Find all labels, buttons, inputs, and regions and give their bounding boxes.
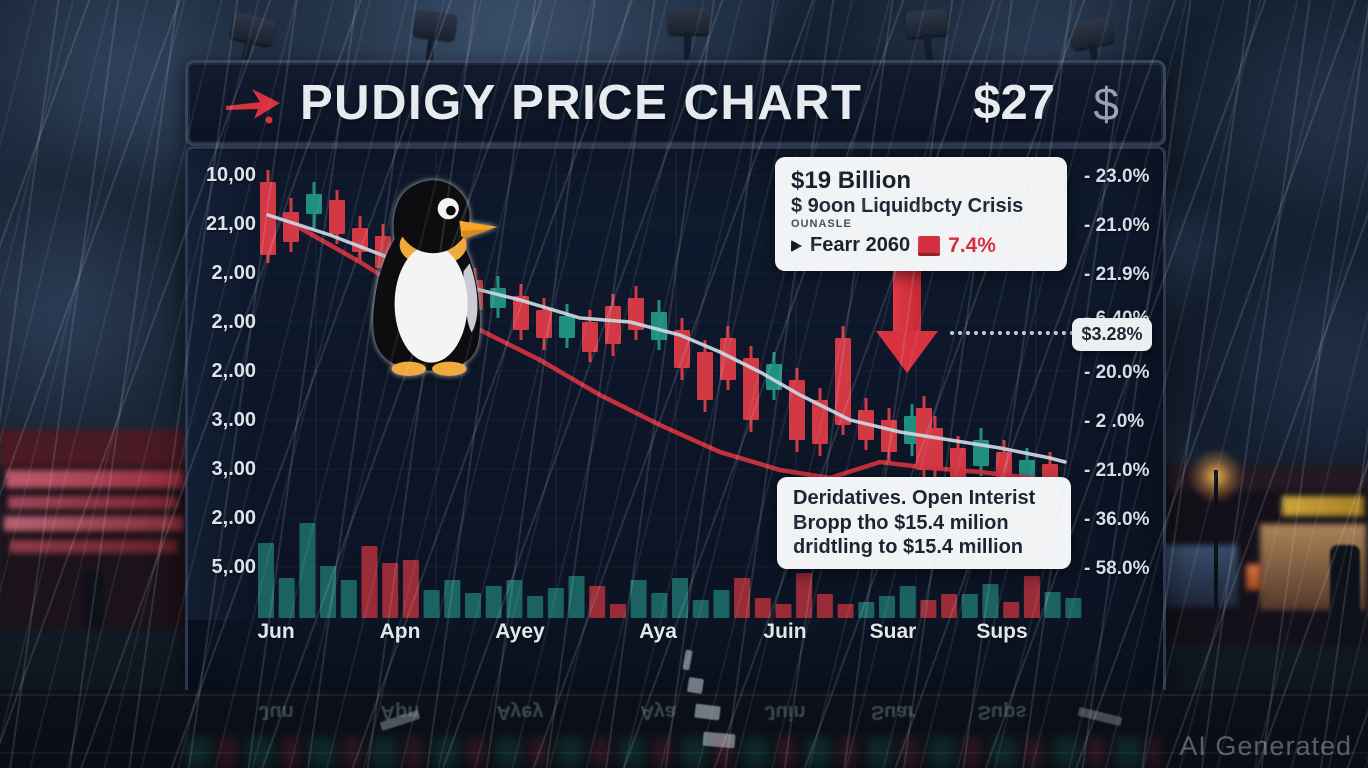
callout-stat-pct: 7.4% <box>948 233 996 257</box>
label-reflection: Suar <box>870 701 916 723</box>
right-axis-label: - 20.0% <box>1084 362 1150 383</box>
right-store-sign-yellow <box>1282 496 1364 516</box>
y-axis-label: 2,.00 <box>211 507 256 529</box>
pedestrian-silhouette <box>84 570 103 630</box>
red-right-arrow-icon <box>226 89 280 124</box>
pedestrian-silhouette <box>1330 545 1360 645</box>
label-reflection: Apn <box>380 701 420 723</box>
open-interest-callout: Deridatives. Open Interist Bropp tho $15… <box>777 477 1071 569</box>
price-readout: $27 <box>973 76 1055 130</box>
callout-headline: $19 Billion <box>791 167 912 194</box>
callout-fineprint: OUNASLE <box>791 217 852 230</box>
callout-line: Bropp tho $15.4 milion <box>793 511 1009 534</box>
ai-generated-watermark: AI Generated <box>1179 731 1352 761</box>
left-stall-sign <box>4 516 184 531</box>
road-line <box>0 694 1368 696</box>
y-axis-label: 2,.00 <box>211 311 256 333</box>
road-dash <box>694 703 721 721</box>
label-reflection: Sups <box>977 701 1027 723</box>
right-axis-label: - 21.0% <box>1084 215 1150 236</box>
red-down-arrow-icon <box>876 331 938 373</box>
x-axis-label: Suar <box>869 620 917 643</box>
road-dash <box>686 676 705 695</box>
penguin-mascot-illustration <box>373 180 498 376</box>
right-axis-label: - 21.0% <box>1084 460 1150 481</box>
callout-line: Deridatives. Open Interist <box>793 487 1036 509</box>
right-axis-label: - 21.9% <box>1084 264 1150 285</box>
billboard-lamp <box>904 7 950 39</box>
wet-street <box>0 690 1368 768</box>
x-axis-label: Jun <box>257 620 295 643</box>
red-square-icon <box>918 235 941 256</box>
right-store-window-cool <box>1162 545 1238 607</box>
billboard-title: PUDIGY PRICE CHART <box>300 76 863 130</box>
right-axis-label: - 58.0% <box>1084 558 1150 579</box>
x-axis-label: Ayey <box>495 620 545 643</box>
billboard-header: PUDIGY PRICE CHART $27 $ <box>185 60 1166 146</box>
y-axis-label: 3,.00 <box>211 458 256 480</box>
y-axis-label: 3,.00 <box>211 409 256 431</box>
x-axis-label: Apn <box>379 620 421 643</box>
volume-reflection <box>185 737 1160 767</box>
label-reflection: Ayey <box>496 701 544 723</box>
x-axis-label: Juin <box>763 620 807 643</box>
callout-stat-row: Fearr 2060 7.4% <box>791 234 1051 258</box>
y-axis-label: 5,.00 <box>211 556 256 578</box>
red-down-arrow-icon <box>893 269 921 331</box>
left-stall-sign <box>6 470 184 488</box>
price-tag-badge: $3.28% <box>1072 318 1152 351</box>
right-axis-label: - 2 .0% <box>1084 411 1145 432</box>
callout-line: dridtling to $15.4 million <box>793 536 1024 559</box>
billboard-lamp <box>668 8 710 68</box>
y-axis-label: 2,.00 <box>211 360 256 382</box>
liquidity-crisis-callout: $19 Billion $ 9oon Liquidbcty Crisis OUN… <box>775 157 1067 271</box>
right-axis-label: - 23.0% <box>1084 166 1150 187</box>
dotted-callout-line <box>950 331 1074 335</box>
road-line <box>0 752 1368 754</box>
y-axis-label: 10,00 <box>205 164 256 186</box>
billboard-lamp <box>412 9 458 41</box>
left-axis-panel <box>186 150 256 620</box>
y-axis-label: 2,.00 <box>211 262 256 284</box>
storm-cloud <box>1150 220 1368 500</box>
y-axis-label: 21,00 <box>205 213 256 235</box>
left-stall-sign <box>10 540 178 553</box>
dollar-sign-icon: $ <box>1093 78 1119 130</box>
right-axis-label: - 36.0% <box>1084 509 1150 530</box>
traffic-cone <box>1246 564 1261 590</box>
label-reflection: Jun <box>258 701 294 723</box>
x-axis-label: Aya <box>639 620 677 643</box>
x-axis-label: Sups <box>976 620 1028 643</box>
label-reflection: Aya <box>640 701 676 723</box>
callout-subline: $ 9oon Liquidbcty Crisis <box>791 194 1024 217</box>
callout-stat-label: Fearr 2060 <box>810 234 911 257</box>
black-arrow-bullet-icon <box>791 239 802 252</box>
street-lamp-pole <box>1214 470 1218 620</box>
label-reflection: Juin <box>764 701 806 723</box>
left-stall-sign <box>8 496 178 509</box>
